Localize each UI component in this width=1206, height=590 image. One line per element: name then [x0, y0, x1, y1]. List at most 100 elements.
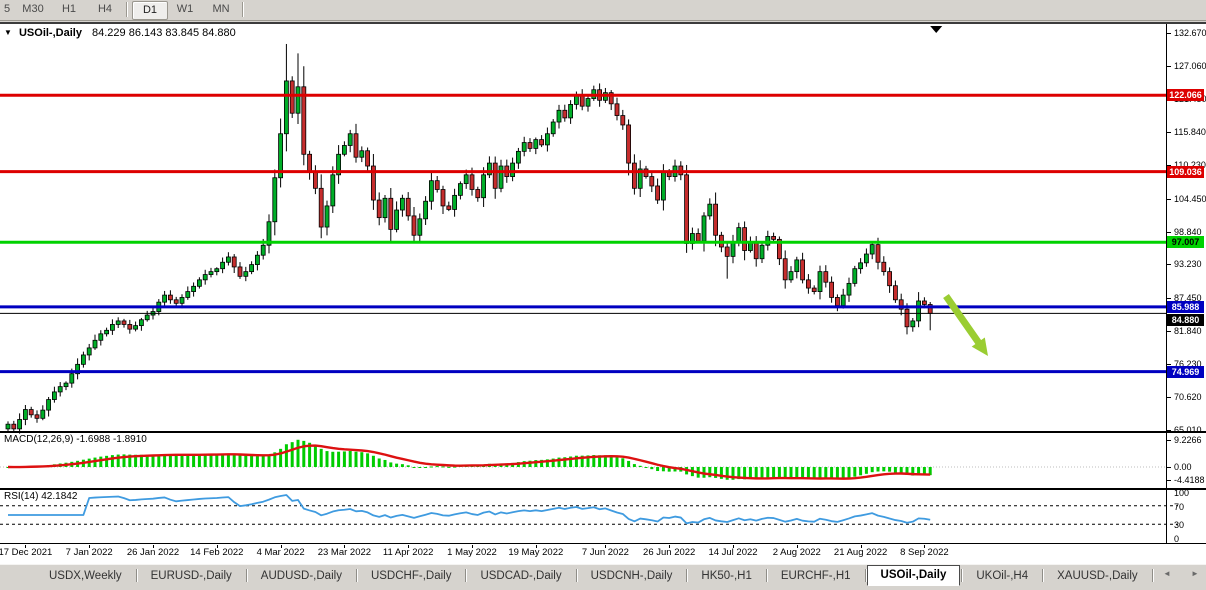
- date-tick-mark: [280, 545, 282, 548]
- price-tick-mark: [1167, 397, 1171, 399]
- date-tick-mark: [796, 545, 798, 548]
- date-tick-label: 17 Dec 2021: [0, 547, 53, 558]
- chart-tabs: USDX,Weekly EURUSD-,Daily AUDUSD-,Daily USD…: [0, 564, 1206, 586]
- tab-separator: [1151, 569, 1153, 582]
- tab-eurchf-h1[interactable]: EURCHF-,H1: [780, 569, 851, 582]
- price-tag: 122.066: [1167, 89, 1204, 102]
- price-tick-mark: [1167, 331, 1171, 333]
- date-tick-label: 4 Mar 2022: [256, 547, 305, 558]
- price-tick-mark: [1167, 298, 1171, 300]
- status-bar: [0, 586, 1206, 590]
- price-tag: 85.988: [1167, 300, 1204, 313]
- tab-xauusd-daily[interactable]: XAUUSD-,Daily: [1057, 569, 1138, 582]
- arrow-annotation[interactable]: [943, 293, 988, 356]
- macd-tick-label: -4.4188: [1174, 474, 1205, 485]
- price-tick-mark: [1167, 164, 1171, 166]
- price-tag: 84.880: [1167, 314, 1204, 327]
- date-tick-label: 11 Apr 2022: [382, 547, 434, 558]
- macd-label: MACD(12,26,9) -1.6988 -1.8910: [4, 434, 147, 445]
- tab-separator: [135, 569, 137, 582]
- tab-separator: [465, 569, 467, 582]
- date-tick-mark: [924, 545, 926, 548]
- date-tick-label: 1 May 2022: [447, 547, 497, 558]
- date-tick-mark: [344, 545, 346, 548]
- timeframe-w1[interactable]: W1: [176, 3, 194, 15]
- tab-separator: [245, 569, 247, 582]
- macd-tick-mark: [1167, 479, 1171, 481]
- date-tick-label: 23 Mar 2022: [317, 547, 372, 558]
- price-tick-label: 65.010: [1174, 425, 1202, 435]
- price-tick-mark: [1167, 65, 1171, 67]
- rsi-tick-label: 30: [1174, 520, 1185, 531]
- tab-separator: [961, 569, 963, 582]
- timeframe-5[interactable]: 5: [3, 3, 11, 15]
- price-tick-label: 87.450: [1174, 293, 1202, 304]
- rsi-tick-label: 0: [1174, 534, 1180, 544]
- rsi-label: RSI(14) 42.1842: [4, 491, 78, 502]
- price-tick-label: 127.060: [1174, 60, 1206, 71]
- tab-scroll-left-icon[interactable]: ◄: [1163, 569, 1171, 578]
- price-tag: 109.036: [1167, 165, 1204, 178]
- toolbar-divider: [242, 2, 243, 17]
- timeframe-h4[interactable]: H4: [97, 3, 113, 15]
- price-tick-label: 70.620: [1174, 392, 1202, 403]
- price-tick-mark: [1167, 198, 1171, 200]
- tab-hk50-h1[interactable]: HK50-,H1: [701, 569, 752, 582]
- tab-separator: [686, 569, 688, 582]
- macd-tick-label: 0.00: [1174, 462, 1192, 472]
- tab-audusd-daily[interactable]: AUDUSD-,Daily: [260, 569, 342, 582]
- chart-dropdown-icon[interactable]: ▼: [4, 28, 12, 37]
- tab-usoil-daily[interactable]: USOil-,Daily: [866, 564, 961, 586]
- date-tick-mark: [535, 545, 537, 548]
- price-tick-mark: [1167, 231, 1171, 233]
- timeframe-d1[interactable]: D1: [132, 1, 168, 20]
- date-tick-label: 14 Jul 2022: [708, 547, 758, 558]
- tab-scroll-right-icon[interactable]: ►: [1191, 569, 1199, 578]
- tab-separator: [355, 569, 357, 582]
- price-tick-label: 81.840: [1174, 326, 1202, 337]
- date-tick-label: 19 May 2022: [508, 547, 564, 558]
- date-tick-mark: [860, 545, 862, 548]
- chart-window: [0, 22, 1206, 566]
- price-tick-label: 110.230: [1174, 159, 1206, 170]
- tab-usdcad-daily[interactable]: USDCAD-,Daily: [480, 569, 562, 582]
- date-tick-mark: [25, 545, 27, 548]
- macd-tick-mark: [1167, 467, 1171, 468]
- timeframe-h1[interactable]: H1: [61, 3, 77, 15]
- date-tick-label: 7 Jun 2022: [581, 547, 629, 558]
- tab-usdcnh-daily[interactable]: USDCNH-,Daily: [590, 569, 673, 582]
- date-tick-mark: [605, 545, 607, 548]
- tab-separator: [765, 569, 767, 582]
- date-tick-mark: [669, 545, 671, 548]
- tab-separator: [864, 569, 866, 582]
- price-tick-mark: [1167, 33, 1171, 34]
- rsi-tick-label: 100: [1174, 488, 1190, 498]
- macd-tick-mark: [1167, 439, 1171, 441]
- date-tick-mark: [153, 545, 154, 548]
- date-tick-label: 26 Jan 2022: [126, 547, 180, 558]
- timeframe-mn[interactable]: MN: [212, 3, 230, 15]
- price-tick-label: 104.450: [1174, 193, 1206, 204]
- price-tick-label: 76.230: [1174, 359, 1202, 370]
- date-tick-label: 8 Sep 2022: [900, 547, 949, 558]
- tab-ukoil-h4[interactable]: UKOil-,H4: [976, 569, 1029, 582]
- price-tick-mark: [1167, 430, 1171, 431]
- chart-symbol-label: USOil-,Daily: [18, 27, 82, 39]
- timeframe-m30[interactable]: M30: [22, 3, 44, 15]
- date-tick-label: 2 Aug 2022: [772, 547, 821, 558]
- date-tick-label: 21 Aug 2022: [833, 547, 888, 558]
- tab-usdchf-daily[interactable]: USDCHF-,Daily: [370, 569, 452, 582]
- price-tick-label: 132.670: [1174, 28, 1206, 38]
- tab-usdx-weekly[interactable]: USDX,Weekly: [49, 569, 122, 582]
- price-tag: 97.007: [1167, 236, 1204, 249]
- macd-panel-border: [0, 431, 1206, 433]
- rsi-tick-label: 70: [1174, 501, 1185, 512]
- chart-shift-marker-icon: [930, 26, 943, 33]
- price-tick-label: 115.840: [1174, 126, 1206, 137]
- date-tick-label: 14 Feb 2022: [190, 547, 244, 558]
- tab-eurusd-daily[interactable]: EURUSD-,Daily: [150, 569, 232, 582]
- macd-plot: [0, 439, 1166, 480]
- price-tick-mark: [1167, 131, 1171, 133]
- date-tick-label: 7 Jan 2022: [65, 547, 113, 558]
